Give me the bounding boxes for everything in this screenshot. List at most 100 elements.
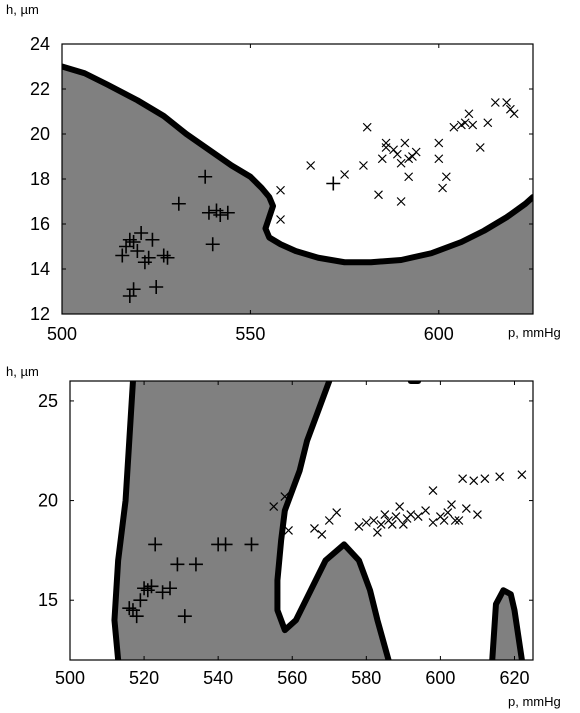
- plus-point: [148, 537, 163, 552]
- chart-top: 500 550 600 12 14 16 18 20 22 24: [30, 34, 534, 344]
- cross-point: [413, 512, 423, 521]
- cross-point: [450, 516, 460, 525]
- plus-point: [188, 557, 203, 572]
- plus-point: [144, 579, 159, 594]
- region-boundary: [111, 381, 136, 660]
- plus-point: [126, 282, 141, 297]
- cross-point: [280, 492, 290, 502]
- x-tick-label: 550: [235, 324, 265, 344]
- plot-frame: [69, 380, 534, 661]
- plus-point: [130, 244, 145, 258]
- cross-point: [324, 516, 334, 525]
- cross-point: [332, 508, 342, 517]
- x-tick-label: 560: [277, 668, 307, 688]
- plus-point: [177, 609, 192, 624]
- chart-bottom-ylabel: h, µm: [6, 364, 39, 379]
- cross-point: [428, 486, 438, 496]
- cross-point: [460, 118, 470, 128]
- cross-point: [464, 109, 474, 119]
- plus-point: [170, 557, 185, 572]
- plus-point: [326, 176, 341, 191]
- chart-top-xlabel: p, mmHg: [508, 325, 561, 340]
- cross-point: [376, 520, 386, 529]
- plus-point: [149, 280, 164, 294]
- cross-point: [362, 122, 372, 132]
- x-tick-label: 600: [424, 324, 454, 344]
- cross-point: [434, 138, 444, 148]
- cross-point: [411, 147, 421, 157]
- plot-area: [62, 63, 533, 314]
- cross-point: [509, 109, 519, 119]
- plus-point: [244, 537, 259, 552]
- plus-point: [122, 289, 137, 303]
- x-tick-label: 500: [55, 668, 85, 688]
- cross-point: [269, 502, 279, 511]
- chart-top-ylabel: h, µm: [6, 2, 39, 17]
- cross-point: [480, 474, 490, 484]
- cross-point: [439, 516, 449, 525]
- cross-point: [438, 183, 447, 193]
- plus-point: [213, 208, 228, 222]
- cross-point: [340, 170, 350, 179]
- cross-point: [381, 138, 391, 148]
- cross-point: [396, 158, 406, 168]
- plus-point: [156, 248, 171, 263]
- plus-point: [133, 593, 148, 608]
- cross-point: [306, 161, 316, 170]
- plus-point: [134, 226, 149, 240]
- plus-point: [141, 250, 156, 265]
- shaded-region: [114, 381, 389, 660]
- cross-point: [458, 474, 468, 484]
- cross-point: [434, 154, 444, 164]
- cross-point: [359, 161, 368, 170]
- chart-bottom-xlabel: p, mmHg: [508, 694, 561, 709]
- cross-point: [373, 528, 382, 537]
- cross-point: [310, 524, 319, 533]
- plus-point: [137, 581, 152, 596]
- cross-point: [473, 510, 482, 519]
- cross-point: [354, 522, 364, 531]
- cross-point: [400, 138, 410, 148]
- cross-point: [468, 120, 478, 130]
- plus-point: [218, 537, 233, 552]
- plus-point: [171, 196, 186, 211]
- chart-bottom: 500 520 540 560 580 600 620 15 20 25: [38, 380, 534, 688]
- plus-point: [160, 250, 175, 265]
- cross-point: [404, 172, 414, 182]
- cross-point: [284, 526, 293, 535]
- cross-point: [317, 530, 327, 539]
- region-boundary: [489, 587, 525, 660]
- y-tick-label: 12: [30, 304, 50, 324]
- cross-point: [490, 98, 500, 107]
- x-tick-label: 600: [425, 668, 455, 688]
- y-tick-label: 14: [30, 259, 50, 279]
- cross-point: [483, 118, 493, 128]
- cross-point: [502, 98, 512, 107]
- cross-point: [381, 143, 391, 152]
- y-tick-label: 16: [30, 214, 50, 234]
- region-boundary: [274, 381, 392, 660]
- cross-point: [454, 516, 464, 525]
- y-tick-label: 25: [38, 391, 58, 411]
- x-tick-label: 520: [129, 668, 159, 688]
- shaded-region: [492, 590, 522, 660]
- plus-point: [198, 169, 213, 184]
- cross-point: [391, 512, 401, 521]
- region-boundary: [62, 63, 533, 266]
- cross-point: [495, 472, 505, 482]
- y-tick-label: 18: [30, 169, 50, 189]
- cross-point: [406, 510, 416, 519]
- plus-point: [119, 239, 134, 254]
- y-tick-label: 24: [30, 34, 50, 54]
- cross-point: [395, 502, 405, 511]
- cross-point: [475, 143, 485, 152]
- x-tick-label: 620: [499, 668, 529, 688]
- plus-point: [155, 585, 170, 600]
- cross-point: [449, 122, 459, 132]
- cross-point: [392, 149, 402, 159]
- cross-point: [517, 470, 527, 480]
- plus-point: [125, 603, 140, 618]
- cross-point: [428, 518, 438, 527]
- plus-point: [205, 237, 220, 252]
